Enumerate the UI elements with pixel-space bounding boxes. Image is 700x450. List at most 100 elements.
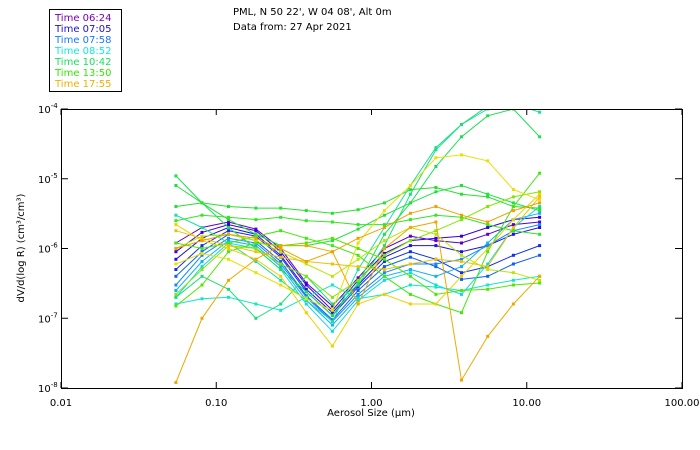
data-point — [254, 239, 258, 243]
series-1710 — [174, 195, 542, 271]
data-point — [434, 213, 438, 217]
data-point — [408, 250, 412, 254]
data-point — [460, 192, 463, 196]
series-layer — [174, 100, 542, 384]
data-point — [408, 268, 412, 271]
data-point — [174, 247, 178, 250]
data-point — [356, 253, 360, 257]
data-point — [538, 220, 542, 224]
data-point — [330, 244, 334, 248]
data-point — [254, 316, 258, 320]
data-point — [254, 302, 258, 306]
data-point — [330, 318, 334, 322]
data-point — [460, 253, 463, 257]
data-point — [434, 274, 438, 278]
data-point — [434, 285, 438, 289]
data-point — [460, 292, 463, 296]
data-point — [227, 250, 230, 254]
data-point — [460, 241, 463, 245]
data-point — [356, 208, 360, 212]
x-tick-label: 0.01 — [50, 398, 72, 409]
data-point — [486, 232, 490, 236]
series-line — [175, 202, 540, 263]
data-point — [200, 283, 204, 287]
data-point — [356, 298, 360, 302]
data-point — [434, 265, 438, 269]
data-point — [200, 230, 204, 234]
data-point — [227, 247, 230, 250]
data-point — [512, 100, 515, 103]
data-point — [434, 229, 438, 233]
data-point — [174, 223, 178, 227]
data-point — [304, 241, 308, 245]
data-point — [408, 283, 412, 287]
data-point — [434, 146, 438, 150]
data-point — [200, 247, 204, 250]
data-point — [174, 174, 178, 178]
data-point — [304, 219, 308, 223]
y-axis: 10-4 10-5 10-6 10-7 10-8 — [38, 102, 682, 395]
y-axis-label: dV/d(log R) (cm³/cm³) — [16, 193, 27, 302]
series-1350 — [174, 236, 542, 308]
data-point — [330, 274, 334, 278]
data-point — [408, 292, 412, 296]
data-point — [460, 123, 463, 126]
data-point — [434, 302, 438, 306]
data-point — [460, 215, 463, 219]
data-point — [434, 239, 438, 243]
data-point — [254, 232, 258, 236]
data-point — [382, 232, 386, 236]
data-point — [304, 311, 308, 315]
data-point — [330, 236, 334, 240]
chart-title-line-2: Data from: 27 Apr 2021 — [233, 22, 352, 33]
data-point — [227, 257, 230, 261]
data-point — [174, 304, 178, 308]
data-point — [279, 244, 283, 248]
data-point — [174, 229, 178, 233]
data-point — [356, 278, 360, 282]
data-point — [460, 218, 463, 222]
data-point — [511, 201, 515, 205]
data-point — [356, 276, 360, 280]
data-point — [538, 211, 542, 215]
data-point — [356, 289, 360, 292]
data-point — [486, 114, 490, 118]
data-point — [538, 209, 542, 213]
data-point — [330, 239, 334, 243]
data-point — [382, 251, 386, 255]
data-point — [538, 135, 542, 139]
data-point — [304, 287, 308, 291]
data-point — [200, 251, 204, 255]
data-point — [511, 232, 515, 236]
data-point — [434, 292, 438, 296]
data-point — [356, 257, 360, 261]
data-point — [408, 184, 412, 187]
data-point — [538, 190, 542, 194]
data-point — [304, 274, 308, 278]
data-point — [460, 289, 463, 292]
data-point — [434, 257, 438, 261]
data-point — [174, 262, 178, 266]
data-point — [279, 308, 283, 312]
data-point — [279, 262, 283, 266]
data-point — [486, 220, 490, 224]
data-point — [460, 378, 463, 382]
data-point — [304, 260, 308, 263]
data-point — [511, 229, 515, 233]
data-point — [174, 381, 178, 384]
data-point — [460, 234, 463, 238]
data-point — [356, 281, 360, 285]
data-point — [408, 192, 412, 196]
data-point — [174, 241, 178, 245]
data-point — [227, 223, 230, 227]
data-point — [174, 302, 178, 306]
data-point — [227, 218, 230, 222]
data-point — [486, 205, 490, 208]
y-tick-label: 10-5 — [38, 172, 58, 186]
data-point — [511, 226, 515, 229]
data-point — [511, 253, 515, 257]
data-point — [174, 295, 178, 299]
data-point — [511, 195, 515, 199]
data-point — [382, 271, 386, 275]
